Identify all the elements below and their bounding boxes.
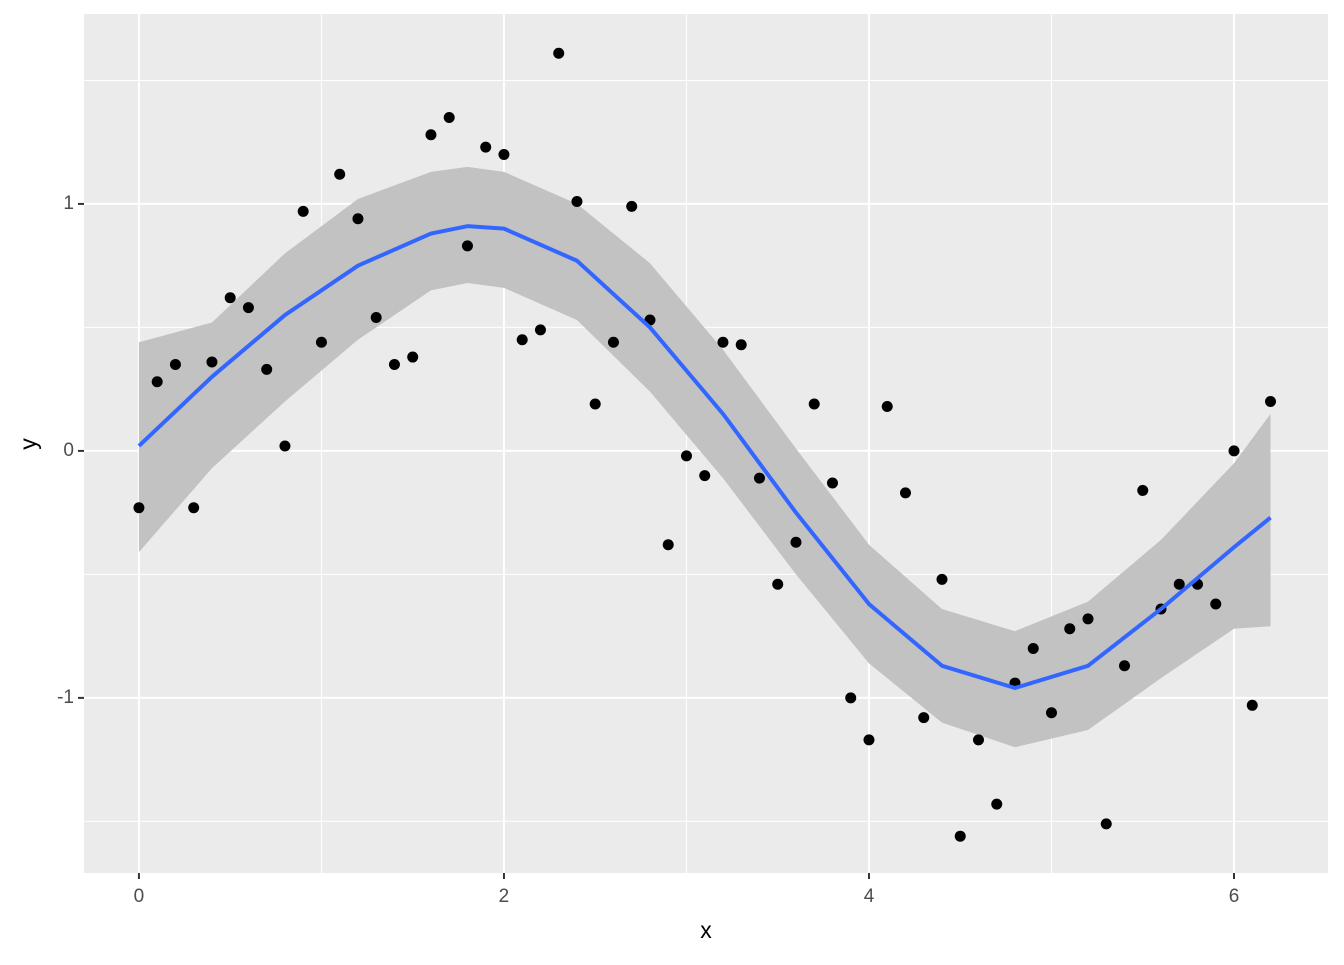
point [790,536,802,548]
point [461,240,473,252]
point [899,487,911,499]
x-tick-label: 2 [499,886,510,907]
point [772,578,784,590]
point [936,573,948,585]
point [297,205,309,217]
point [954,830,966,842]
point [1265,396,1277,408]
point [863,734,875,746]
point [1100,818,1112,830]
y-tick-label: 0 [63,440,74,461]
point [1173,578,1185,590]
point [315,336,327,348]
point [206,356,218,368]
point [626,200,638,212]
point [717,336,729,348]
point [991,798,1003,810]
y-tick-label: 1 [63,193,74,214]
point [242,302,254,314]
point [388,358,400,370]
point [1118,660,1130,672]
point [881,400,893,412]
point [699,470,711,482]
smooth-line [137,224,1272,691]
point [1027,642,1039,654]
point [425,129,437,141]
x-tick-label: 6 [1229,886,1240,907]
point [498,149,510,161]
point [224,292,236,304]
point [188,502,200,514]
y-axis-title: y [15,438,41,450]
point [133,502,145,514]
x-tick-label: 4 [864,886,875,907]
point [516,334,528,346]
point [553,47,565,59]
point [480,141,492,153]
point [169,358,181,370]
point [279,440,291,452]
point [534,324,546,336]
point [735,339,747,351]
point [1210,598,1222,610]
point [808,398,820,410]
point [1228,445,1240,457]
point [571,195,583,207]
point [680,450,692,462]
point [1137,484,1149,496]
point [972,734,984,746]
point [261,363,273,375]
point [826,477,838,489]
point [334,168,346,180]
point [662,539,674,551]
x-tick-label: 0 [134,886,145,907]
point [1082,613,1094,625]
point [1045,707,1057,719]
x-axis-title: x [700,917,712,943]
point [918,712,930,724]
point [1064,623,1076,635]
point [443,111,455,123]
point [370,312,382,324]
point [845,692,857,704]
point [151,376,163,388]
point [1246,699,1258,711]
point [352,213,364,225]
point [607,336,619,348]
point [407,351,419,363]
point [589,398,601,410]
point [753,472,765,484]
y-tick-label: -1 [57,687,74,708]
